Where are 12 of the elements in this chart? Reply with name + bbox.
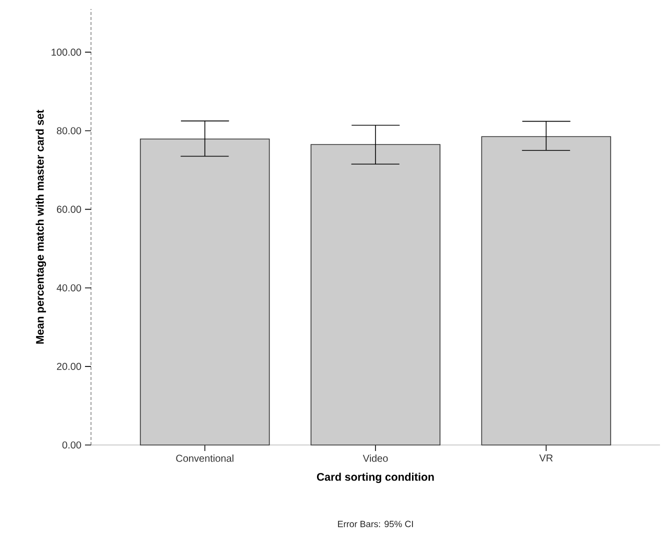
y-tick-label: 100.00 — [52, 48, 82, 56]
y-tick-label: 0.00 — [62, 441, 82, 449]
y-tick-label: 40.00 — [56, 284, 82, 292]
y-tick-label: 60.00 — [56, 206, 82, 213]
x-axis-title: Card sorting condition — [316, 472, 434, 484]
text: Error Bars: 95% CI — [338, 520, 413, 528]
y-axis-title: Mean percentage match with master card set — [36, 110, 46, 344]
x-tick-label: VR — [539, 454, 553, 462]
x-tick-label: Video — [362, 454, 388, 462]
y-tick-label: 80.00 — [56, 127, 82, 134]
y-tick-label: 20.00 — [56, 362, 82, 370]
x-tick-label: Conventional — [176, 454, 234, 462]
